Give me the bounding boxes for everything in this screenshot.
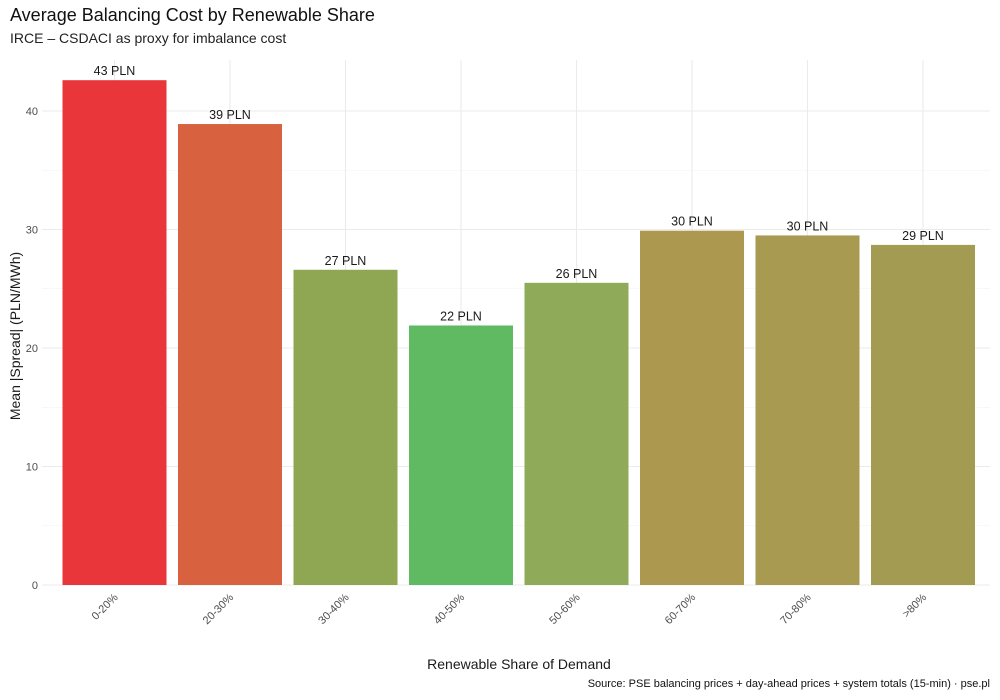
bar xyxy=(409,325,513,585)
data-label: 30 PLN xyxy=(671,215,713,229)
data-label: 22 PLN xyxy=(440,309,482,323)
data-label: 26 PLN xyxy=(556,267,598,281)
chart-caption: Source: PSE balancing prices + day-ahead… xyxy=(587,678,990,690)
bar xyxy=(178,124,282,585)
x-tick-label: 60-70% xyxy=(663,591,698,626)
bar xyxy=(755,235,860,586)
x-tick-label: 30-40% xyxy=(316,591,351,626)
data-labels: 43 PLN 39 PLN 27 PLN 22 PLN 26 PLN 30 PLN 30 P… xyxy=(94,64,944,323)
y-axis-label: Mean |Spread| (PLN/MWh) xyxy=(7,252,23,420)
x-tick-label: >80% xyxy=(901,591,930,620)
x-tick-label: 40-50% xyxy=(432,591,467,626)
data-label: 27 PLN xyxy=(325,254,367,268)
data-label: 29 PLN xyxy=(902,229,944,243)
x-tick-label: 70-80% xyxy=(778,591,813,626)
y-tick-label: 40 xyxy=(26,106,38,118)
bar xyxy=(62,80,167,585)
x-axis-ticks: 0-20% 20-30% 30-40% 40-50% 50-60% 60-70% 70-80… xyxy=(90,591,930,626)
data-label: 39 PLN xyxy=(209,108,251,122)
bar xyxy=(524,282,629,585)
x-tick-label: 20-30% xyxy=(201,591,236,626)
bar xyxy=(640,230,744,585)
x-tick-label: 50-60% xyxy=(547,591,582,626)
chart-title: Average Balancing Cost by Renewable Shar… xyxy=(10,5,375,25)
y-tick-label: 0 xyxy=(32,580,38,592)
bar xyxy=(871,244,975,585)
data-label: 30 PLN xyxy=(787,219,829,233)
bar xyxy=(293,269,398,585)
data-label: 43 PLN xyxy=(94,64,136,78)
chart-subtitle: IRCE – CSDACI as proxy for imbalance cos… xyxy=(10,30,287,46)
x-axis-label: Renewable Share of Demand xyxy=(427,656,611,672)
y-tick-label: 10 xyxy=(26,462,38,474)
y-tick-label: 20 xyxy=(26,343,38,355)
bars xyxy=(62,80,975,586)
x-tick-label: 0-20% xyxy=(90,591,121,622)
y-axis-ticks: 0 10 20 30 40 xyxy=(26,106,38,592)
y-tick-label: 30 xyxy=(26,225,38,237)
